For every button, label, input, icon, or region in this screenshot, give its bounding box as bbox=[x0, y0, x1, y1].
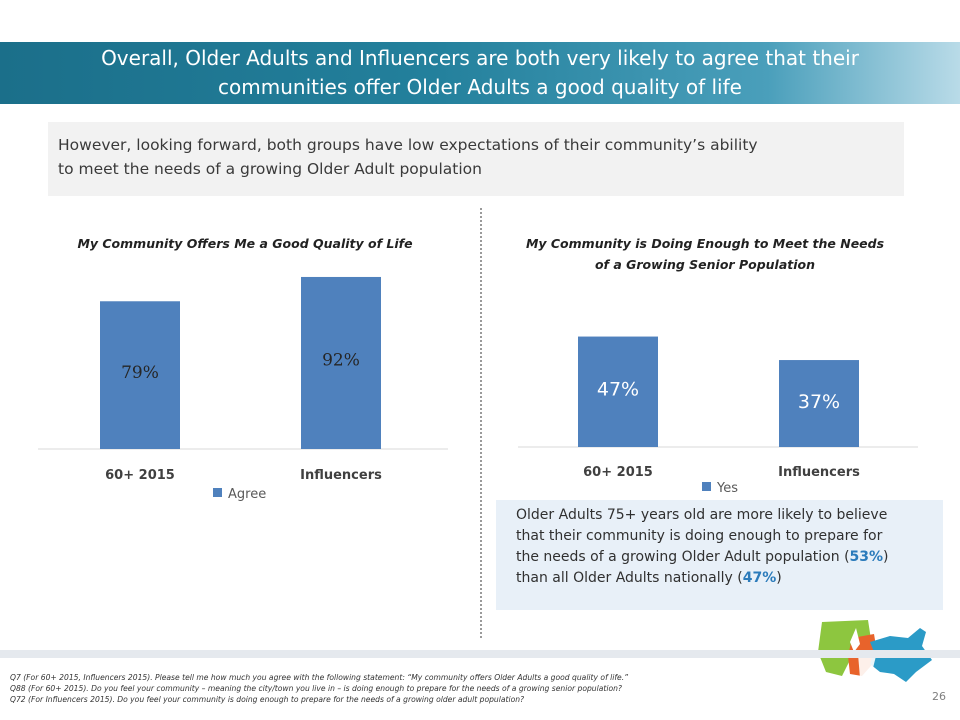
title-line-1: Overall, Older Adults and Influencers ar… bbox=[101, 46, 859, 70]
callout-highlight-53: 53% bbox=[849, 549, 884, 565]
callout-text: Older Adults 75+ years old are more like… bbox=[516, 505, 936, 589]
chart-2-bar-influencers bbox=[779, 360, 859, 447]
slide-title: Overall, Older Adults and Influencers ar… bbox=[30, 42, 930, 104]
callout-line-3: the needs of a growing Older Adult popul… bbox=[516, 547, 936, 568]
callout-line-4: than all Older Adults nationally (47%) bbox=[516, 568, 936, 589]
chart-1-legend-swatch bbox=[213, 488, 222, 497]
callout-line-2: that their community is doing enough to … bbox=[516, 528, 883, 544]
chart-1-legend-label: Agree bbox=[228, 487, 266, 502]
chart-2-legend-label: Yes bbox=[716, 481, 738, 496]
chart-2-title: My Community is Doing Enough to Meet the… bbox=[480, 233, 930, 275]
callout-highlight-47: 47% bbox=[742, 570, 777, 586]
chart-2-category-influencers: Influencers bbox=[778, 465, 860, 480]
footnotes: Q7 (For 60+ 2015, Influencers 2015). Ple… bbox=[10, 672, 870, 705]
chart-2-legend-swatch bbox=[702, 482, 711, 491]
page-number: 26 bbox=[932, 690, 946, 703]
bottom-band bbox=[0, 650, 960, 658]
vertical-divider bbox=[480, 208, 482, 638]
callout-line-3-text: the needs of a growing Older Adult popul… bbox=[516, 549, 850, 565]
footnote-q88: Q88 (For 60+ 2015). Do you feel your com… bbox=[10, 684, 622, 693]
chart-2-title-line-1: My Community is Doing Enough to Meet the… bbox=[525, 236, 885, 251]
chart-2-category-60plus-2015: 60+ 2015 bbox=[583, 465, 653, 480]
title-bar bbox=[0, 42, 960, 104]
callout-line-4-close: ) bbox=[776, 570, 782, 586]
chart-1-title: My Community Offers Me a Good Quality of… bbox=[77, 236, 413, 251]
chart-1-value-label-influencers: 92% bbox=[322, 351, 360, 371]
chart-2-value-label-60plus-2015: 47% bbox=[597, 379, 639, 401]
subtitle-line-2: to meet the needs of a growing Older Adu… bbox=[58, 160, 482, 178]
subtitle-line-1: However, looking forward, both groups ha… bbox=[58, 136, 758, 154]
title-line-2: communities offer Older Adults a good qu… bbox=[218, 75, 742, 99]
callout-box bbox=[496, 500, 943, 610]
subtitle-box bbox=[48, 122, 904, 196]
callout-line-1: Older Adults 75+ years old are more like… bbox=[516, 507, 888, 523]
chart-1-category-60plus-2015: 60+ 2015 bbox=[105, 468, 175, 483]
footnote-q7: Q7 (For 60+ 2015, Influencers 2015). Ple… bbox=[10, 673, 629, 682]
chart-1-category-influencers: Influencers bbox=[300, 468, 382, 483]
subtitle: However, looking forward, both groups ha… bbox=[58, 133, 898, 181]
chart-1-bar-influencers bbox=[301, 276, 381, 449]
callout-line-4-text: than all Older Adults nationally ( bbox=[516, 570, 743, 586]
chart-1-bar-60plus-2015 bbox=[100, 301, 180, 449]
callout-line-3-close: ) bbox=[883, 549, 889, 565]
chart-2-title-line-2: of a Growing Senior Population bbox=[594, 257, 816, 272]
footnote-q72: Q72 (For Influencers 2015). Do you feel … bbox=[10, 695, 525, 704]
chart-2-bar-60plus-2015 bbox=[578, 336, 658, 447]
chart-2-value-label-influencers: 37% bbox=[798, 391, 840, 413]
chart-1-value-label-60plus-2015: 79% bbox=[121, 363, 159, 383]
